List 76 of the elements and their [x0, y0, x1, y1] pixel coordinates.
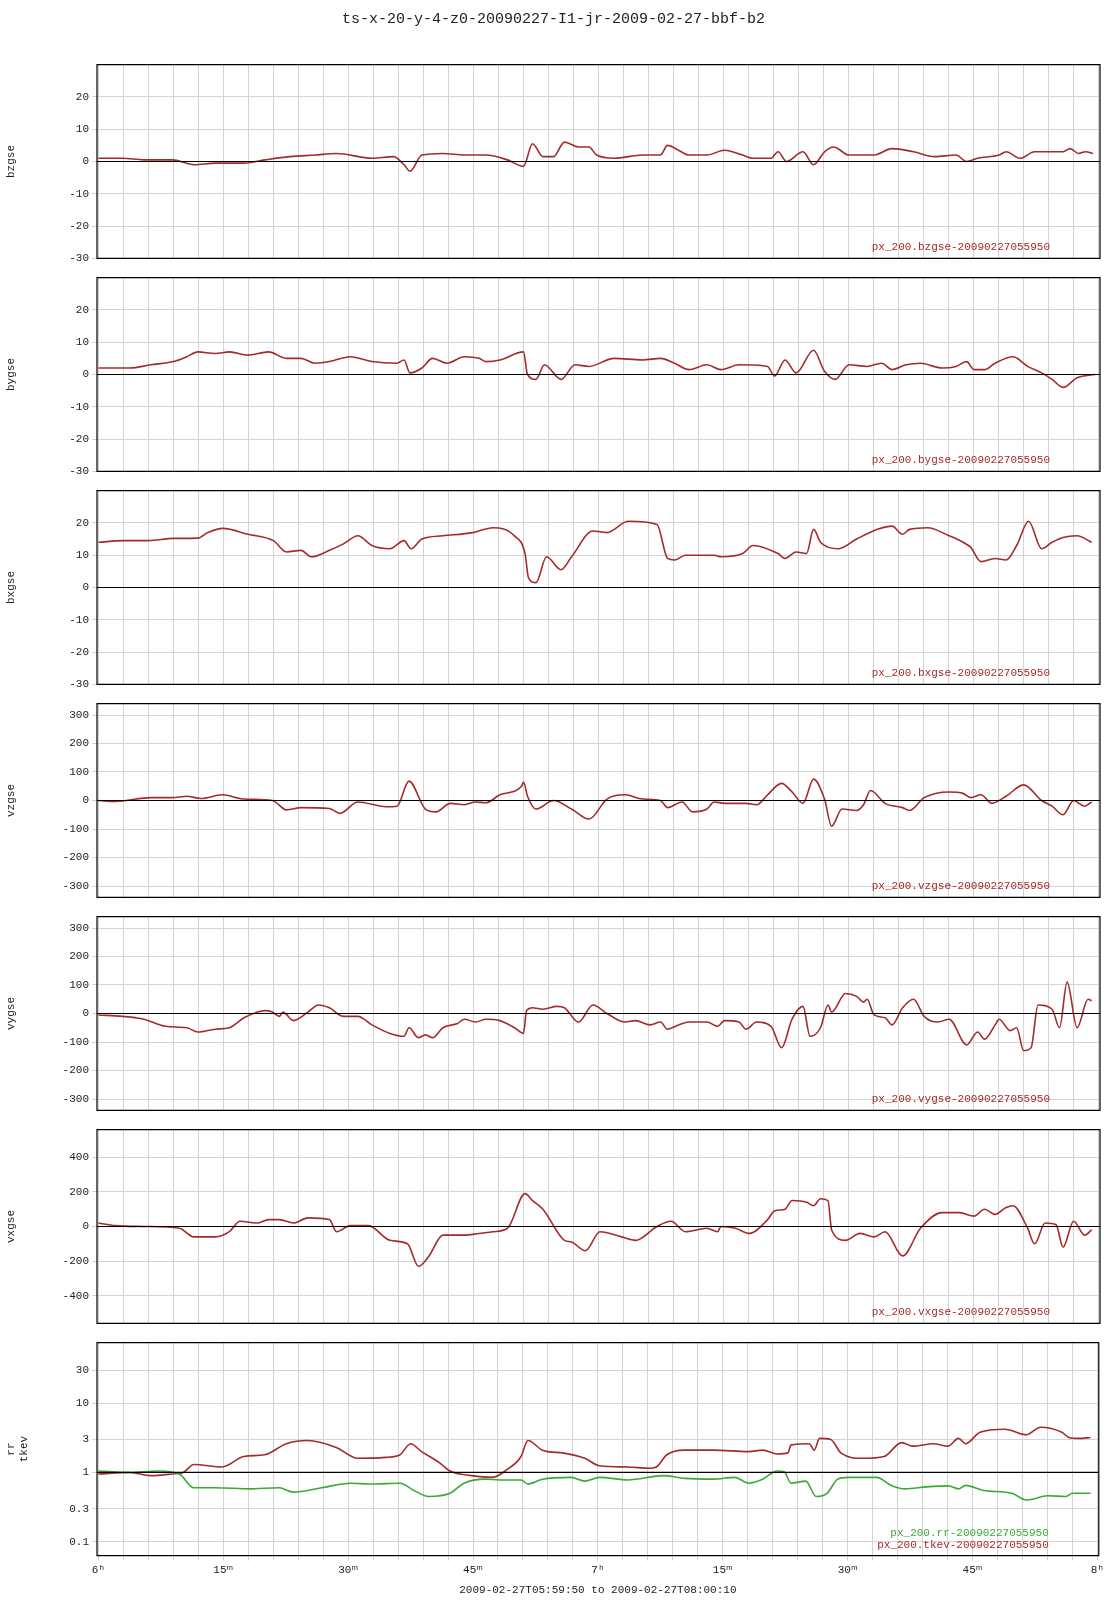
y-tick-label: -30 [69, 678, 89, 691]
y-tick-label: 10 [75, 549, 89, 562]
y-tick-label: 20 [75, 90, 89, 103]
y-tick-label: -10 [69, 187, 89, 200]
y-tick-label: 30 [75, 1364, 89, 1377]
y-tick-label: -30 [69, 252, 89, 265]
y-axis-title: vxgse [4, 1209, 17, 1244]
y-tick-label: 0.3 [69, 1502, 89, 1515]
text: px_200.bzgse-20090227055950 [871, 241, 1050, 254]
y-tick-label: -100 [62, 822, 89, 835]
y-axis-title: bzgse [4, 144, 17, 179]
y-tick-label: -200 [62, 851, 89, 864]
line-series [97, 141, 1094, 172]
text: px_200.vxgse-20090227055950 [871, 1306, 1050, 1319]
text: px_200.bygse-20090227055950 [871, 454, 1050, 467]
x-axis-title: 2009-02-27T05:59:50 to 2009-02-27T08:00:10 [459, 1584, 737, 1597]
y-tick-label: 0.1 [69, 1535, 90, 1548]
y-tick-label: 3 [82, 1433, 89, 1446]
x-tick-label: 30ᵐ [837, 1564, 858, 1577]
line-series [97, 981, 1093, 1052]
y-axis-title: bxgse [4, 570, 17, 605]
line-series [97, 349, 1096, 389]
y-tick-label: -20 [69, 220, 89, 233]
y-tick-label: -300 [62, 1092, 89, 1105]
y-tick-label: -200 [62, 1255, 89, 1268]
y-tick-label: -300 [62, 879, 89, 892]
y-tick-label: 10 [75, 123, 89, 136]
y-tick-label: -10 [69, 613, 89, 626]
x-tick-label: 15ᵐ [213, 1564, 234, 1577]
y-tick-label: 100 [69, 978, 89, 991]
y-tick-label: 300 [69, 708, 89, 721]
y-tick-label: 20 [75, 516, 89, 529]
line-series [97, 1470, 1092, 1501]
x-tick-label: 45ᵐ [463, 1564, 483, 1577]
y-tick-label: 20 [75, 303, 89, 316]
y-tick-label: 10 [75, 336, 89, 349]
y-axis-title: vzgse [4, 783, 17, 818]
text: px_200.bxgse-20090227055950 [871, 667, 1050, 680]
y-tick-label: 400 [69, 1151, 89, 1164]
line-series [97, 520, 1093, 584]
y-tick-label: -200 [62, 1064, 89, 1077]
y-tick-label: -100 [62, 1035, 89, 1048]
y-tick-label: 0 [82, 155, 89, 168]
text: px_200.vygse-20090227055950 [871, 1093, 1050, 1106]
x-tick-label: 45ᵐ [962, 1564, 983, 1577]
y-tick-label: 200 [69, 950, 89, 963]
y-axis-title: rr tkev [4, 1435, 30, 1463]
y-tick-label: -30 [69, 465, 89, 478]
text: px_200.rr-20090227055950 [890, 1526, 1049, 1539]
y-tick-label: 0 [82, 794, 89, 807]
y-tick-label: 10 [75, 1397, 89, 1410]
y-tick-label: -400 [62, 1289, 89, 1302]
y-tick-label: 0 [82, 1007, 89, 1020]
x-tick-label: 7ʰ [591, 1564, 605, 1577]
y-tick-label: -20 [69, 433, 89, 446]
y-tick-label: 200 [69, 1185, 89, 1198]
y-tick-label: 300 [69, 921, 89, 934]
y-axis-title: vygse [4, 996, 17, 1031]
y-tick-label: 0 [82, 368, 89, 381]
y-tick-label: -20 [69, 646, 89, 659]
y-tick-label: 200 [69, 737, 89, 750]
text: px_200.tkev-20090227055950 [877, 1538, 1049, 1551]
y-tick-label: -10 [69, 400, 89, 413]
y-tick-label: 100 [69, 765, 89, 778]
x-tick-label: 8ʰ [1090, 1564, 1104, 1577]
line-series [97, 1426, 1092, 1479]
x-tick-label: 15ᵐ [712, 1564, 733, 1577]
x-tick-label: 6ʰ [91, 1564, 105, 1577]
line-series [97, 1192, 1093, 1268]
y-tick-label: 0 [82, 581, 89, 594]
y-axis-title: bygse [4, 357, 17, 392]
text: px_200.vzgse-20090227055950 [871, 880, 1050, 893]
chart-title: ts-x-20-y-4-z0-20090227-I1-jr-2009-02-27-bbf-b2 [340, 10, 767, 30]
x-tick-label: 30ᵐ [338, 1564, 359, 1577]
y-tick-label: 0 [82, 1220, 89, 1233]
y-tick-label: 1 [82, 1466, 90, 1479]
